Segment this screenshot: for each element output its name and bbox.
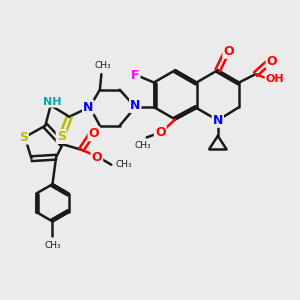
Text: O: O: [266, 55, 277, 68]
Text: O: O: [88, 127, 99, 140]
Text: O: O: [92, 151, 102, 164]
Text: N: N: [213, 114, 223, 127]
Text: NH: NH: [43, 97, 62, 107]
Text: CH₃: CH₃: [135, 141, 152, 150]
Text: O: O: [223, 45, 234, 58]
Text: F: F: [131, 69, 140, 82]
Text: S: S: [57, 130, 66, 143]
Text: N: N: [130, 99, 140, 112]
Text: OH: OH: [266, 74, 284, 85]
Text: O: O: [155, 125, 166, 139]
Text: CH₃: CH₃: [44, 241, 61, 250]
Text: N: N: [83, 100, 93, 114]
Text: CH₃: CH₃: [116, 160, 132, 169]
Text: O: O: [155, 125, 166, 139]
Text: S: S: [19, 130, 28, 144]
Text: CH₃: CH₃: [94, 61, 111, 70]
